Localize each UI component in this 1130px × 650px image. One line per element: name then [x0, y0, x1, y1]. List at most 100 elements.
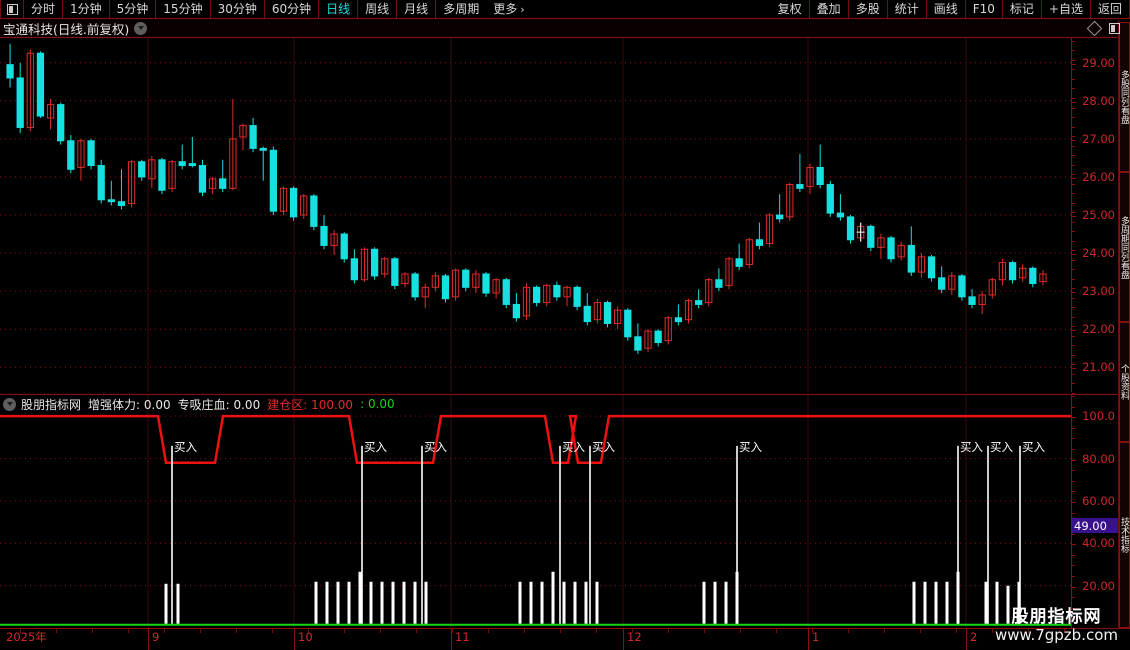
indicator-axis-minor-tick	[1072, 396, 1075, 397]
function-toolbar-group: 复权 叠加 多股 统计 画线 F10 标记 +自选 返回	[771, 0, 1130, 18]
date-axis-minor-tick	[848, 629, 849, 633]
date-axis-major-tick	[808, 629, 809, 650]
button-diejia[interactable]: 叠加	[810, 0, 849, 18]
price-y-axis[interactable]: 29.00 28.00 27.00 26.00 25.00 24.00 23.00 22.00…	[1072, 37, 1118, 394]
price-axis-label: 27.00	[1082, 131, 1115, 146]
button-huaxian[interactable]: 画线	[927, 0, 966, 18]
period-button-15min[interactable]: 15分钟	[156, 0, 211, 18]
price-axis-minor-tick	[1072, 155, 1075, 157]
indicator-label-zhuanxizhuangxue: 专吸庄血: 0.00	[178, 396, 261, 413]
indicator-axis-label: 60.00	[1082, 493, 1115, 508]
period-button-30min[interactable]: 30分钟	[211, 0, 265, 18]
side-strip-segment[interactable]: 多周期同列看盘	[1119, 172, 1130, 322]
indicator-axis-minor-tick	[1072, 565, 1075, 567]
candlestick-chart	[0, 38, 1071, 392]
buy-signal-label: 买入	[990, 440, 1013, 454]
panel-toggle-button[interactable]	[0, 0, 24, 18]
date-axis-label: 10	[298, 630, 313, 644]
chevron-down-circle-icon[interactable]	[134, 22, 148, 35]
price-axis-label: 23.00	[1082, 284, 1115, 299]
panel-icon[interactable]	[1109, 23, 1120, 34]
price-axis-minor-tick	[1072, 354, 1075, 356]
price-axis-minor-tick	[1072, 59, 1075, 61]
indicator-axis-minor-tick	[1072, 618, 1075, 620]
indicator-axis-minor-tick	[1072, 554, 1075, 556]
price-axis-minor-tick	[1072, 221, 1075, 223]
price-axis-minor-tick	[1072, 40, 1075, 42]
date-axis-minor-tick	[524, 629, 525, 633]
button-tongji[interactable]: 统计	[888, 0, 927, 18]
price-axis-minor-tick	[1072, 231, 1075, 233]
indicator-axis-minor-tick	[1072, 417, 1075, 419]
buy-signal-label: 买入	[592, 440, 615, 454]
price-axis-minor-tick	[1072, 288, 1075, 290]
period-button-multiperiod[interactable]: 多周期	[443, 2, 480, 16]
title-icon-group	[1086, 20, 1130, 37]
period-button-monthly[interactable]: 月线	[397, 0, 437, 18]
indicator-y-axis[interactable]: 100.0 80.00 60.00 40.00 20.00 49.00	[1072, 394, 1118, 630]
indicator-axis-minor-tick	[1072, 597, 1075, 599]
price-axis-minor-tick	[1072, 193, 1075, 195]
indicator-chart-pane[interactable]: 买入 买入 买入 买入 买入 买入 买入 买入 买入	[0, 394, 1072, 628]
date-axis-minor-tick	[740, 629, 741, 633]
price-axis-minor-tick	[1072, 78, 1075, 80]
date-axis-minor-tick	[344, 629, 345, 633]
button-f10[interactable]: F10	[966, 0, 1003, 18]
indicator-axis-minor-tick	[1072, 586, 1075, 588]
period-button-5min[interactable]: 5分钟	[110, 0, 157, 18]
price-axis-minor-tick	[1072, 145, 1075, 147]
date-axis-label: 1	[812, 630, 820, 644]
price-axis-minor-tick	[1072, 250, 1075, 252]
side-strip-segment[interactable]: 个股资料	[1119, 322, 1130, 442]
button-return[interactable]: 返回	[1091, 0, 1130, 18]
indicator-axis-minor-tick	[1072, 470, 1075, 472]
button-fuquan[interactable]: 复权	[771, 0, 810, 18]
buy-signal-label: 买入	[739, 440, 762, 454]
date-axis-major-tick	[451, 629, 452, 650]
price-axis-tick	[1072, 330, 1076, 332]
date-axis-minor-tick	[704, 629, 705, 633]
indicator-axis-minor-tick	[1072, 533, 1075, 535]
indicator-current-value-text: 49.00	[1074, 518, 1107, 533]
period-button-daily[interactable]: 日线	[319, 0, 359, 18]
date-axis-label: 11	[455, 630, 470, 644]
indicator-axis-minor-tick	[1072, 480, 1075, 482]
indicator-value-text: 0.00	[143, 397, 171, 412]
chevron-right-icon: ›	[520, 2, 525, 16]
date-axis-minor-tick	[956, 629, 957, 633]
date-axis-minor-tick	[920, 629, 921, 633]
side-strip-segment[interactable]: 多股同列看盘	[1119, 22, 1130, 172]
price-chart-pane[interactable]	[0, 37, 1072, 392]
chevron-down-circle-icon[interactable]	[3, 397, 16, 411]
period-button-1min[interactable]: 1分钟	[63, 0, 110, 18]
buy-signal-label: 买入	[1022, 440, 1045, 454]
price-axis-minor-tick	[1072, 393, 1075, 394]
indicator-axis-minor-tick	[1072, 607, 1075, 609]
button-duogu[interactable]: 多股	[849, 0, 888, 18]
panel-icon	[6, 3, 18, 15]
date-x-axis[interactable]: 2025年 9 10 11 12 1 2	[0, 628, 1072, 650]
period-button-60min[interactable]: 60分钟	[265, 0, 320, 18]
side-strip-segment[interactable]: 技术指标	[1119, 442, 1130, 628]
price-axis-minor-tick	[1072, 212, 1075, 214]
indicator-label-text: 增强体力:	[88, 397, 141, 412]
indicator-current-value-badge: 49.00	[1072, 518, 1118, 534]
diamond-icon[interactable]	[1086, 20, 1103, 37]
indicator-label-text: 建仓区:	[267, 397, 308, 412]
page-title: 宝通科技(日线.前复权)	[3, 22, 130, 37]
indicator-site-name: 股朋指标网	[21, 397, 82, 412]
period-button-fenshi[interactable]: 分时	[24, 0, 64, 18]
more-button-label: 更多	[493, 2, 518, 16]
price-axis-tick	[1072, 216, 1076, 217]
right-side-strip[interactable]: 多股同列看盘 多周期同列看盘 个股资料 技术指标	[1118, 20, 1130, 628]
button-add-watchlist[interactable]: +自选	[1042, 0, 1091, 18]
indicator-value-text: 0.00	[367, 397, 395, 411]
price-axis-label: 26.00	[1082, 169, 1115, 184]
button-biaoji[interactable]: 标记	[1003, 0, 1042, 18]
more-button[interactable]: 更多 ›	[486, 0, 531, 18]
date-axis-minor-tick	[56, 629, 57, 633]
period-button-weekly[interactable]: 周线	[358, 0, 398, 18]
date-axis-minor-tick	[884, 629, 885, 633]
price-axis-label: 21.00	[1082, 360, 1115, 375]
indicator-label-text: :	[360, 397, 365, 411]
